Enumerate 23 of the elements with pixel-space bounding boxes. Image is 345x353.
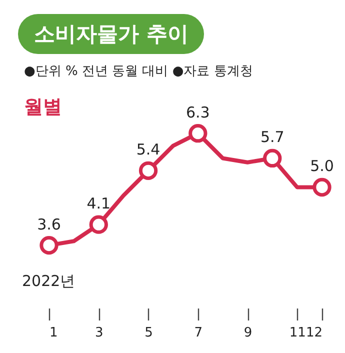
data-label: 6.3 <box>186 103 210 122</box>
point <box>40 236 58 255</box>
x-tick-label: 11 <box>289 326 306 340</box>
text: 월별 <box>24 95 62 120</box>
data-label: 5.7 <box>260 128 284 146</box>
x-tick-label: 7 <box>194 326 203 340</box>
point <box>89 215 108 234</box>
point <box>263 148 282 168</box>
data-label: 3.6 <box>37 215 61 234</box>
x-tick-label: 1 <box>50 326 58 340</box>
point <box>138 161 158 180</box>
x-tick-label: 12 <box>306 326 322 340</box>
point <box>188 124 208 143</box>
x-tick-label: 9 <box>244 326 252 340</box>
chart-title: 소비자물가 추이 <box>18 14 204 54</box>
point <box>312 178 332 197</box>
x-tick-label: 5 <box>144 326 153 340</box>
data-label: 5.4 <box>136 140 160 159</box>
chart-subtitle: ●단위 % 전년 동월 대비 ●자료 통계청 <box>24 63 253 80</box>
data-label: 4.1 <box>86 194 111 213</box>
data-label: 5.0 <box>310 157 334 176</box>
x-tick-label: 3 <box>94 326 104 340</box>
text: 2022년 <box>22 272 76 291</box>
